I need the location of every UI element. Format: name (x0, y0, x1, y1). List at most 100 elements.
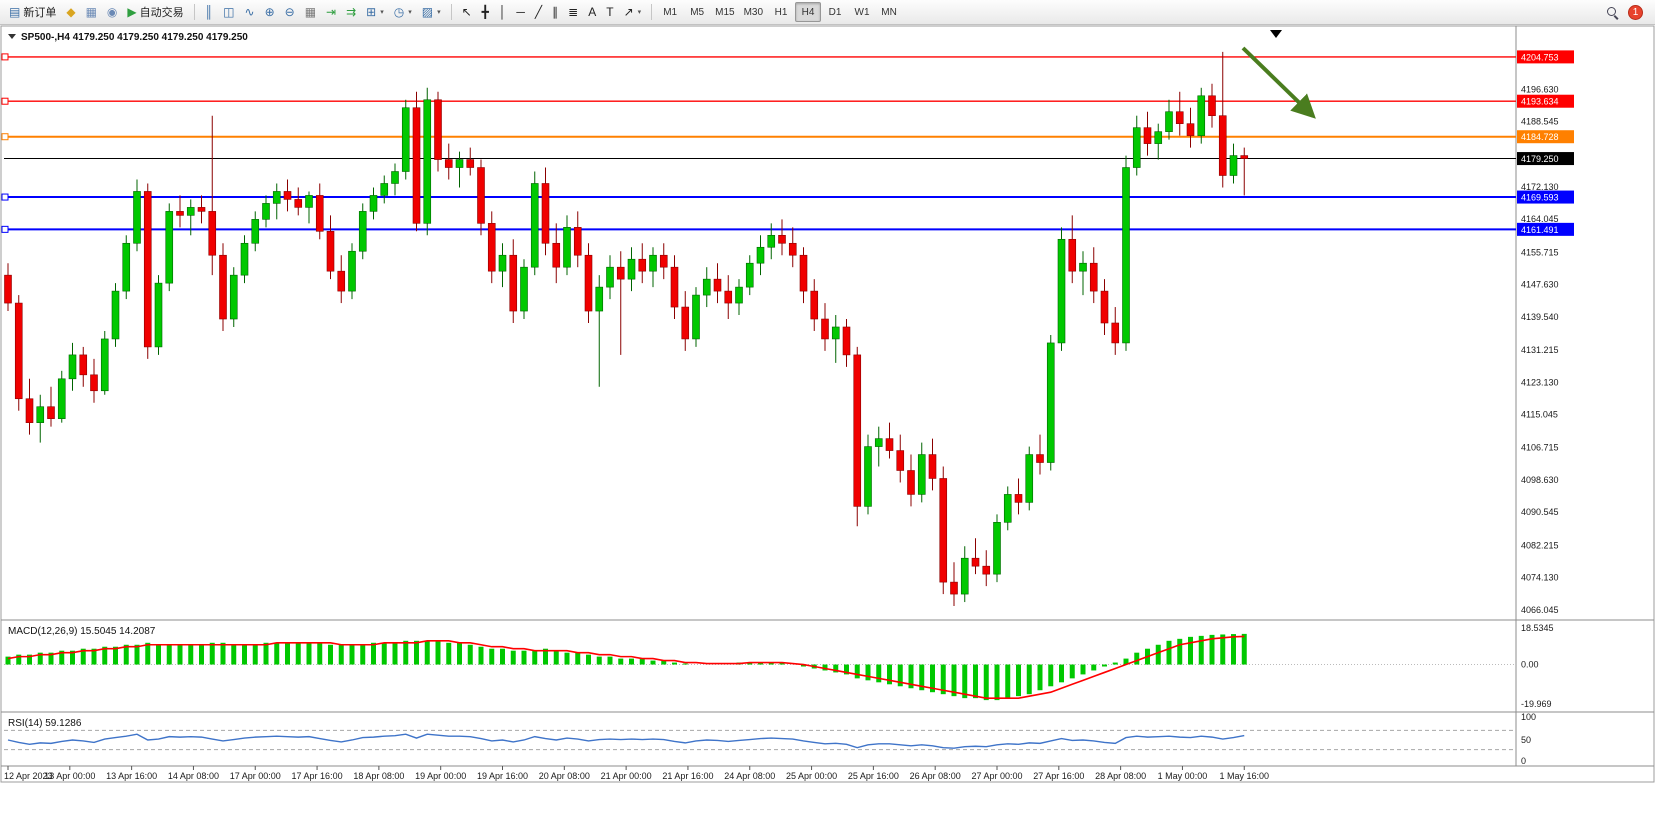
price-badge (1517, 222, 1574, 236)
candlestick-chart-button[interactable]: ◫ (218, 2, 239, 22)
time-axis-label: 19 Apr 16:00 (477, 771, 528, 781)
periods-button[interactable]: ◷ ▾ (389, 2, 417, 22)
candle-body (401, 107, 410, 172)
vertical-line-icon: │ (498, 5, 507, 19)
candle-body (14, 302, 23, 400)
macd-axis-label: 18.5345 (1521, 623, 1554, 633)
periods-icon: ◷ (393, 5, 405, 19)
help-button[interactable]: ◉ (102, 2, 122, 22)
templates-icon: ▨ (421, 5, 434, 19)
help-icon: ◉ (106, 5, 118, 19)
bar-chart-button[interactable]: ║ (200, 2, 219, 22)
candle-body (122, 242, 131, 292)
hline-handle[interactable] (1, 53, 9, 61)
hline-handle[interactable] (1, 193, 9, 201)
price-axis-label: 4196.630 (1521, 84, 1559, 94)
price-badge-label: 4193.634 (1521, 97, 1559, 107)
candle-body (380, 183, 389, 196)
price-badge-label: 4179.250 (1521, 154, 1559, 164)
horizontal-line-button[interactable]: ─ (511, 2, 530, 22)
candle-body (907, 470, 915, 495)
zoom-out-button[interactable]: ⊖ (280, 2, 300, 22)
candle-body (197, 207, 206, 212)
candle-body (444, 159, 453, 168)
price-axis-label: 4115.045 (1521, 410, 1558, 420)
timeframe-h1-button[interactable]: H1 (768, 2, 794, 22)
candle-body (649, 254, 657, 272)
time-axis-label: 26 Apr 08:00 (910, 771, 961, 781)
candle-body (47, 406, 55, 419)
zoom-in-button[interactable]: ⊕ (260, 2, 280, 22)
new-chart-button[interactable]: ⊞ ▾ (361, 2, 389, 22)
price-badge-label: 4161.491 (1521, 225, 1559, 235)
time-axis-label: 14 Apr 08:00 (168, 771, 219, 781)
candle-body (1057, 238, 1066, 344)
chart-menu-triangle-icon[interactable] (8, 34, 16, 39)
new-order-button[interactable]: ▤ 新订单 (4, 2, 61, 22)
timeframe-mn-button[interactable]: MN (876, 2, 902, 22)
candle-body (111, 290, 120, 340)
candle-body (874, 438, 883, 447)
candle-body (509, 254, 518, 312)
candle-body (229, 274, 238, 320)
crosshair-button[interactable]: ╋ (477, 2, 494, 22)
timeframe-m1-button[interactable]: M1 (657, 2, 683, 22)
candle-body (767, 234, 776, 248)
timeframe-m30-button[interactable]: M30 (740, 2, 767, 22)
equidistant-channel-button[interactable]: ∥ (547, 2, 563, 22)
candle-body (240, 242, 249, 276)
charts-window-button[interactable]: ▦ (81, 2, 102, 22)
toolbar-group-main: ▤ 新订单 ◆ ▦ ◉ ▶ 自动交易 (4, 2, 189, 22)
candle-body (1036, 454, 1044, 463)
auto-trading-button[interactable]: ▶ 自动交易 (122, 2, 188, 22)
candle-body (369, 195, 378, 212)
candle-body (821, 318, 829, 340)
arrows-object-button[interactable]: ↗ ▾ (619, 2, 647, 22)
candle-body (1208, 95, 1216, 117)
mql5-community-button[interactable]: ◆ (61, 2, 80, 22)
timeframe-m5-button[interactable]: M5 (684, 2, 710, 22)
candle-body (36, 406, 45, 423)
line-chart-button[interactable]: ∿ (240, 2, 260, 22)
auto-scroll-button[interactable]: ⇥ (321, 2, 341, 22)
price-axis-label: 4074.130 (1521, 573, 1559, 583)
hline-handle[interactable] (1, 225, 9, 233)
candle-body (219, 254, 227, 320)
text-label-button[interactable]: T (601, 2, 618, 22)
candle-body (1100, 290, 1109, 324)
fibonacci-button[interactable]: ≣ (563, 2, 583, 22)
hline-handle[interactable] (1, 97, 9, 105)
price-axis-label: 4082.215 (1521, 540, 1559, 550)
candle-body (1003, 494, 1012, 523)
crosshair-icon: ╋ (481, 5, 489, 19)
candle-body (756, 246, 765, 264)
hline-handle[interactable] (1, 133, 9, 141)
templates-button[interactable]: ▨ ▾ (417, 2, 446, 22)
timeframe-w1-button[interactable]: W1 (849, 2, 875, 22)
notification-badge[interactable]: 1 (1628, 4, 1643, 20)
caret-down-icon: ▾ (408, 9, 412, 16)
timeframe-m15-button[interactable]: M15 (711, 2, 738, 22)
candle-body (90, 374, 98, 392)
vertical-line-button[interactable]: │ (494, 2, 512, 22)
grid-button[interactable]: ▦ (300, 2, 321, 22)
grid-icon: ▦ (304, 5, 317, 19)
cursor-button[interactable]: ↖ (457, 2, 477, 22)
scroll-to-end-marker-icon[interactable] (1270, 30, 1282, 38)
search-button[interactable] (1601, 2, 1624, 22)
text-button[interactable]: A (583, 2, 601, 22)
trend-arrow-annotation[interactable] (1241, 46, 1316, 119)
rsi-axis-label: 100 (1521, 712, 1536, 722)
timeframe-d1-button[interactable]: D1 (822, 2, 848, 22)
time-axis-label: 27 Apr 16:00 (1033, 771, 1084, 781)
price-badge (1517, 50, 1574, 64)
toolbar-separator (651, 4, 653, 20)
price-badge (1517, 94, 1574, 108)
candle-body (1014, 494, 1023, 503)
trendline-button[interactable]: ╱ (530, 2, 547, 22)
chart-shift-button[interactable]: ⇉ (341, 2, 361, 22)
candle-body (1218, 115, 1227, 176)
timeframe-h4-button[interactable]: H4 (795, 2, 822, 22)
candle-body (498, 254, 507, 272)
